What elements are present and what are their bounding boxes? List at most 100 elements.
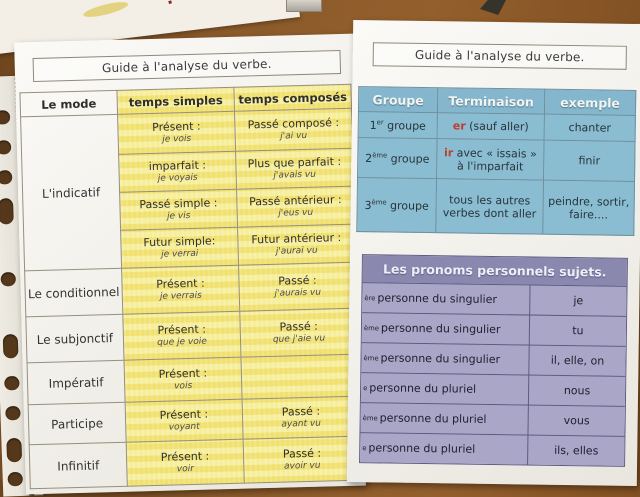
tense-cell: Passé simple : je vis	[120, 189, 238, 230]
tense-cell: Plus que parfait : j'avais vu	[236, 148, 354, 189]
group-word: groupe	[384, 119, 426, 133]
ordinal-suffix: ère	[364, 294, 375, 302]
tense-cell: Passé : que j'aie vu	[240, 308, 358, 357]
table-header-row: Groupe Terminaison exemple	[358, 87, 635, 116]
mode-indicatif: L'indicatif	[21, 114, 122, 270]
header-terminaison: Terminaison	[437, 88, 544, 114]
ordinal-suffix: e	[362, 444, 366, 452]
mode-imperatif: Impératif	[27, 360, 125, 405]
tense-example: que j'aie vu	[243, 333, 355, 347]
verb-analysis-table: Le mode temps simples temps composés L'i…	[19, 84, 361, 490]
ordinal-suffix: ème	[363, 414, 378, 422]
tense-cell: Passé : ayant vu	[242, 396, 360, 439]
header-groupe: Groupe	[358, 87, 437, 113]
table-row: 2ème groupe ir avec « issais » à l'impar…	[358, 138, 636, 182]
pronoun-value: il, elle, on	[529, 345, 625, 375]
group-ending: ir avec « issais » à l'imparfait	[437, 139, 545, 180]
tense-example: voir	[129, 463, 241, 477]
page-title: Guide à l'analyse du verbe.	[102, 57, 272, 75]
ordinal-suffix: ème	[363, 354, 378, 362]
tense-example: vois	[127, 380, 239, 394]
tense-example: avoir vu	[246, 460, 358, 474]
tense-cell: Présent : vois	[124, 357, 242, 402]
person-text: personne du pluriel	[368, 441, 475, 455]
pronoun-value: nous	[529, 375, 625, 405]
group-example: chanter	[544, 114, 635, 141]
tense-cell: imparfait : je voyais	[119, 151, 237, 192]
tense-cell: Passé antérieur : j'eus vu	[237, 186, 355, 227]
binder-hole	[0, 198, 14, 225]
ending-highlight: er	[453, 119, 466, 132]
tense-cell: Présent : je vois	[118, 111, 236, 154]
right-page: Guide à l'analyse du verbe. Groupe Termi…	[347, 20, 640, 486]
table-row: Infinitif Présent : voir Passé : avoir v…	[29, 436, 361, 489]
scrap-question-mark: ?	[162, 0, 177, 10]
ending-detail: tous les autres verbes dont aller	[443, 193, 537, 220]
tense-cell: Passé : avoir vu	[243, 436, 361, 483]
yellow-smudge	[82, 0, 129, 20]
tense-cell: Présent : je verrais	[122, 265, 240, 314]
tense-example: je verrai	[124, 248, 236, 262]
tense-name: Futur antérieur :	[240, 231, 352, 248]
left-page: Guide à l'analyse du verbe. Le mode temp…	[14, 34, 366, 495]
ordinal-suffix: e	[363, 384, 367, 392]
header-exemple: exemple	[544, 89, 635, 115]
tense-example: je verrais	[125, 290, 237, 304]
tense-cell: Présent : que je voie	[123, 311, 241, 360]
pronoun-value: vous	[528, 405, 624, 435]
header-le-mode: Le mode	[20, 90, 118, 117]
mode-subjonctif: Le subjonctif	[26, 314, 124, 363]
pronouns-title: Les pronoms personnels sujets.	[363, 255, 627, 286]
tense-example: voyant	[128, 421, 240, 435]
page-title: Guide à l'analyse du verbe.	[415, 48, 585, 64]
tense-cell-empty	[241, 354, 359, 399]
ending-detail: avec « issais » à l'imparfait	[453, 146, 537, 173]
group-ending: er (sauf aller)	[437, 113, 544, 140]
pronoun-value: je	[530, 285, 626, 315]
group-name: 3ème groupe	[357, 178, 437, 233]
tense-cell: Présent : voyant	[125, 399, 243, 442]
binder-hole	[0, 110, 10, 125]
mode-participe: Participe	[28, 402, 126, 445]
group-name: 1er groupe	[358, 112, 437, 139]
mode-conditionnel: Le conditionnel	[25, 268, 123, 317]
tense-cell: Présent : voir	[126, 439, 244, 486]
person-text: personne du singulier	[381, 321, 501, 336]
header-temps-composes: temps composés	[234, 84, 352, 111]
binder-hole	[6, 438, 22, 463]
tense-cell: Futur simple: je verrai	[121, 227, 239, 268]
right-page-title-box: Guide à l'analyse du verbe.	[373, 42, 627, 70]
group-ending: tous les autres verbes dont aller	[436, 179, 544, 234]
group-ordinal-suffix: ème	[372, 198, 387, 206]
metal-clip	[286, 0, 322, 12]
group-example: finir	[544, 140, 636, 181]
tense-example: que je voie	[126, 336, 238, 350]
binder-hole	[1, 272, 16, 287]
binder-hole	[0, 140, 11, 155]
left-page-title-box: Guide à l'analyse du verbe.	[33, 50, 342, 82]
person-text: personne du singulier	[380, 351, 500, 366]
tense-example: je vois	[121, 133, 233, 147]
tense-cell: Futur antérieur : j'aurai vu	[238, 224, 356, 265]
tense-name: Passé composé :	[237, 116, 349, 133]
tense-cell: Passé : j'aurais vu	[239, 262, 357, 311]
tense-example: ayant vu	[245, 418, 357, 432]
binder-hole	[5, 406, 20, 421]
tense-name: Passé antérieur :	[239, 193, 351, 210]
person-text: personne du pluriel	[369, 381, 476, 395]
group-name: 2ème groupe	[358, 138, 438, 179]
tense-cell: Passé composé : j'ai vu	[235, 108, 353, 151]
tense-example: j'aurais vu	[242, 287, 354, 301]
